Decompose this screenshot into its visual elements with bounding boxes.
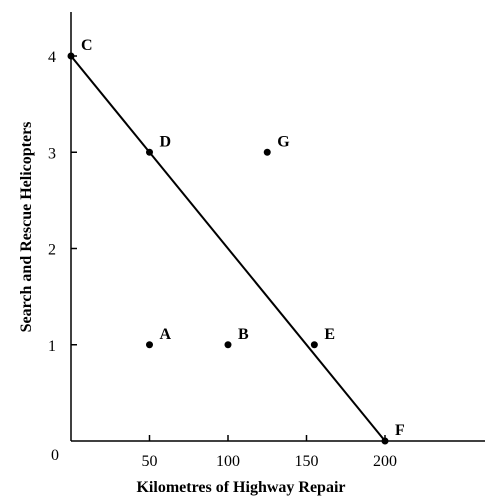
point-b	[224, 341, 232, 349]
point-label-g: G	[277, 133, 290, 150]
x-tick-label: 100	[216, 453, 240, 470]
y-tick-label: 2	[48, 242, 56, 259]
point-label-d: D	[160, 133, 172, 150]
y-tick-label: 3	[48, 145, 56, 162]
x-tick-label: 200	[373, 453, 397, 470]
x-tick-label: 150	[295, 453, 319, 470]
point-f	[381, 437, 389, 445]
point-label-b: B	[238, 326, 249, 343]
origin-label: 0	[51, 447, 59, 464]
y-tick-label: 1	[48, 338, 56, 355]
point-c	[67, 52, 75, 60]
frontier-line	[70, 55, 386, 442]
x-axis-title: Kilometres of Highway Repair	[136, 479, 345, 496]
point-d	[146, 148, 153, 156]
point-label-e: E	[324, 326, 335, 343]
point-label-f: F	[395, 422, 405, 439]
axis-ticks: 50 100 150 200 1 2 3 4	[48, 49, 397, 470]
point-g	[263, 148, 271, 156]
y-tick-label: 4	[48, 49, 56, 66]
frontier-line-group	[70, 55, 386, 442]
point-a	[146, 341, 153, 349]
point-label-c: C	[81, 37, 93, 54]
point-label-a: A	[160, 326, 172, 343]
point-e	[310, 341, 318, 349]
points-group: C D G A B E F	[67, 37, 405, 445]
x-tick-label: 50	[142, 453, 158, 470]
y-axis-title: Search and Rescue Helicopters	[18, 122, 35, 333]
